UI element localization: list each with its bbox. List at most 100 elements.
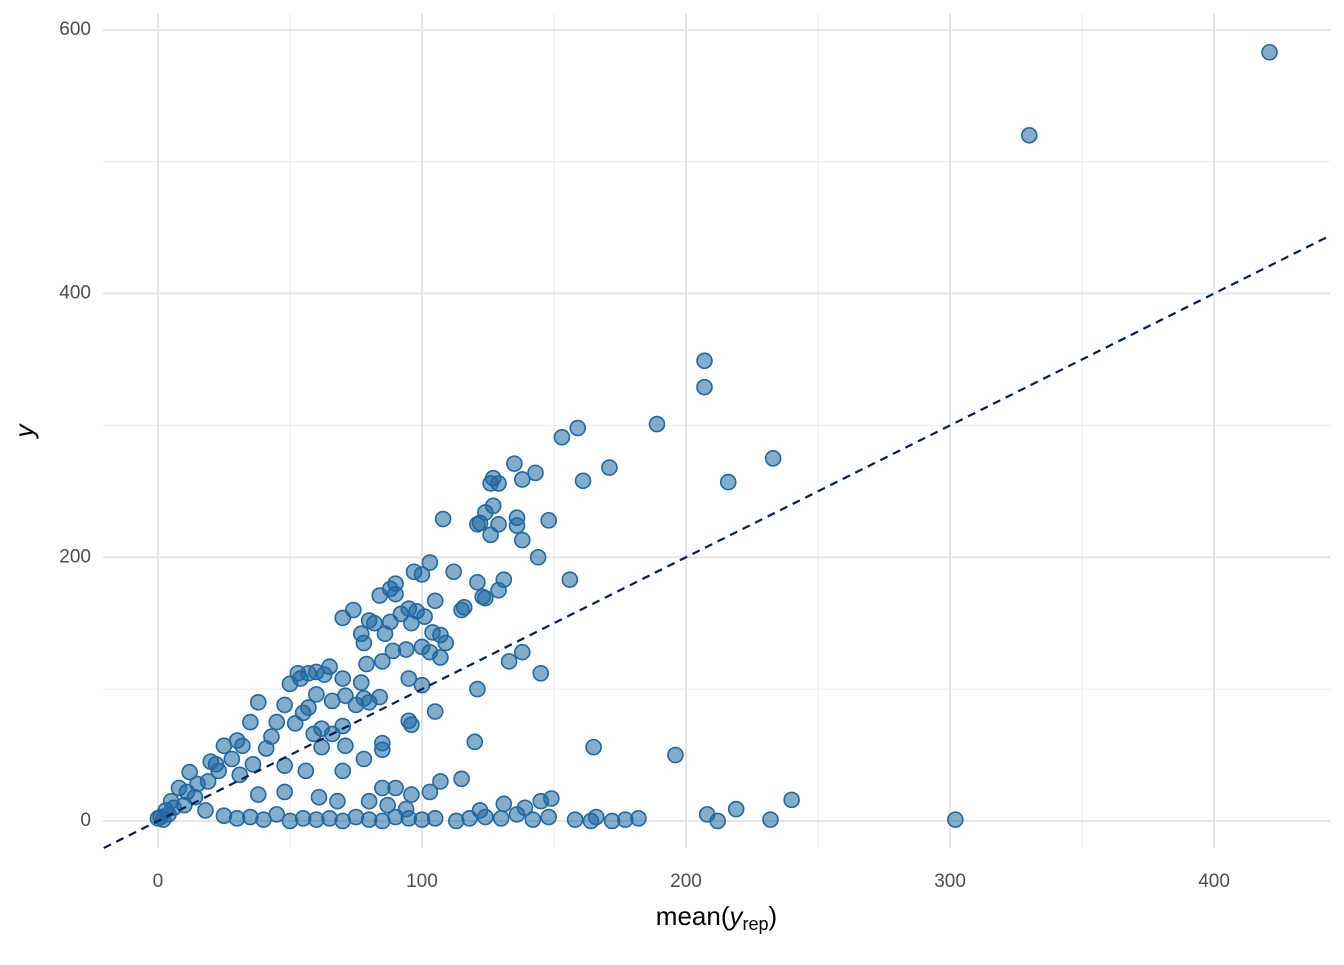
point bbox=[587, 808, 605, 826]
point bbox=[469, 680, 486, 698]
point bbox=[268, 806, 286, 823]
point bbox=[529, 548, 547, 566]
point bbox=[506, 455, 523, 472]
point bbox=[561, 571, 579, 588]
point bbox=[508, 806, 526, 823]
point bbox=[403, 614, 420, 632]
point bbox=[432, 773, 449, 790]
point bbox=[360, 693, 378, 711]
point bbox=[371, 587, 389, 604]
point bbox=[601, 459, 618, 476]
point bbox=[281, 675, 299, 693]
point bbox=[469, 574, 486, 591]
x-axis-label-part: y bbox=[728, 901, 745, 931]
point bbox=[719, 473, 737, 491]
point bbox=[513, 643, 531, 661]
point bbox=[667, 746, 684, 764]
point bbox=[524, 811, 542, 828]
point bbox=[249, 786, 267, 803]
point bbox=[310, 788, 328, 806]
x-tick-label: 300 bbox=[934, 871, 966, 892]
point bbox=[387, 779, 404, 797]
x-axis-label-part: mean( bbox=[656, 901, 730, 931]
point bbox=[355, 634, 373, 652]
x-tick-label: 400 bbox=[1198, 871, 1230, 892]
point bbox=[379, 796, 396, 814]
point bbox=[434, 510, 452, 528]
point bbox=[352, 674, 370, 691]
point bbox=[513, 531, 531, 549]
point bbox=[334, 762, 352, 780]
point bbox=[461, 810, 478, 827]
point bbox=[527, 464, 544, 482]
point bbox=[416, 608, 433, 625]
y-tick-label: 200 bbox=[59, 546, 91, 567]
point bbox=[276, 783, 293, 801]
point bbox=[543, 790, 560, 807]
point bbox=[347, 808, 365, 826]
point bbox=[242, 808, 259, 826]
point bbox=[210, 762, 227, 780]
point bbox=[315, 666, 333, 683]
point bbox=[403, 716, 420, 734]
point bbox=[257, 740, 275, 757]
x-tick-label: 100 bbox=[406, 871, 438, 892]
point bbox=[477, 589, 494, 607]
point bbox=[360, 792, 378, 810]
point bbox=[569, 419, 587, 437]
point bbox=[313, 738, 330, 756]
point bbox=[574, 472, 592, 490]
reference-line bbox=[103, 234, 1331, 849]
point bbox=[566, 811, 584, 828]
point bbox=[358, 655, 375, 673]
point bbox=[466, 733, 484, 751]
point bbox=[553, 428, 571, 446]
point bbox=[413, 566, 431, 583]
point bbox=[432, 649, 449, 666]
point bbox=[329, 792, 346, 810]
point bbox=[321, 810, 338, 827]
point bbox=[334, 670, 352, 687]
point bbox=[709, 812, 726, 830]
point bbox=[421, 554, 439, 571]
point bbox=[762, 811, 779, 828]
point bbox=[532, 664, 550, 682]
point bbox=[181, 763, 198, 781]
point bbox=[453, 601, 470, 619]
point bbox=[445, 563, 462, 581]
point bbox=[347, 696, 365, 714]
point bbox=[696, 378, 713, 396]
point bbox=[696, 352, 713, 370]
point bbox=[276, 696, 293, 714]
x-axis-label-part: rep bbox=[743, 914, 769, 934]
point bbox=[426, 703, 444, 720]
point bbox=[1020, 127, 1038, 144]
point bbox=[223, 750, 241, 768]
point bbox=[764, 450, 782, 467]
point bbox=[492, 810, 510, 827]
point bbox=[413, 676, 431, 694]
point bbox=[397, 641, 415, 658]
point bbox=[500, 653, 518, 670]
x-axis-label: mean(yrep) bbox=[656, 901, 777, 934]
point bbox=[374, 741, 391, 759]
point bbox=[482, 526, 499, 544]
point bbox=[424, 624, 441, 641]
point bbox=[215, 737, 233, 755]
point bbox=[727, 800, 745, 818]
point bbox=[490, 581, 507, 599]
point bbox=[374, 653, 391, 670]
point bbox=[215, 807, 233, 824]
point bbox=[337, 737, 354, 755]
point bbox=[387, 585, 404, 603]
point bbox=[540, 808, 558, 826]
point bbox=[648, 415, 666, 433]
point bbox=[447, 812, 465, 830]
point bbox=[477, 808, 494, 826]
point bbox=[630, 810, 647, 827]
point bbox=[513, 471, 531, 488]
point bbox=[947, 811, 964, 828]
point bbox=[249, 693, 267, 711]
point bbox=[323, 692, 341, 710]
